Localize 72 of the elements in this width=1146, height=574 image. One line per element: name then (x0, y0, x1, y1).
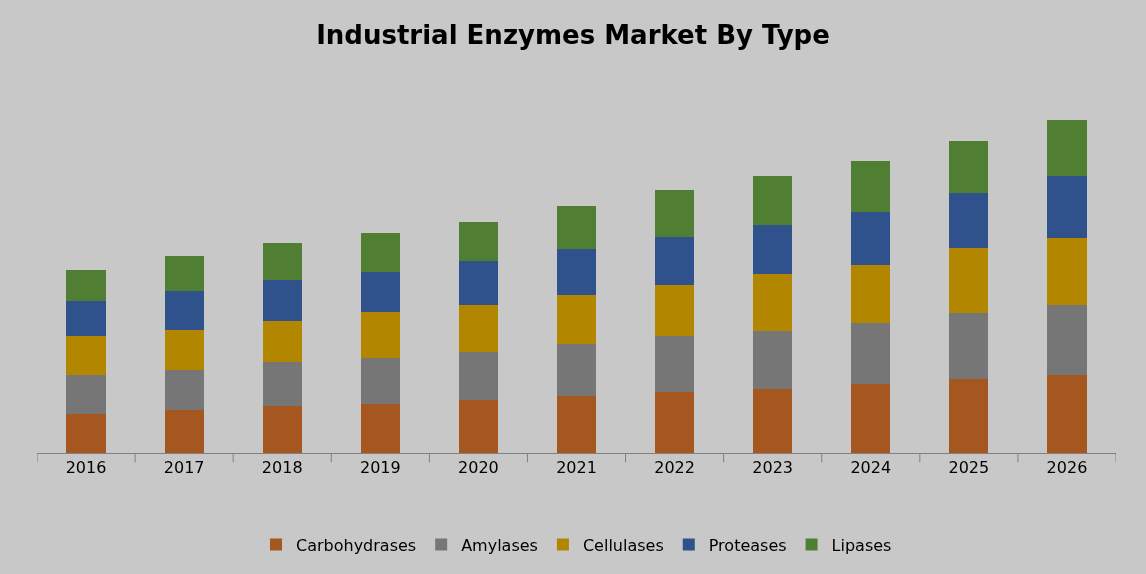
bar (458, 400, 499, 453)
bar (753, 225, 793, 274)
x-tick-label: 2022 (654, 458, 695, 478)
bar (851, 160, 891, 212)
bar (556, 206, 597, 249)
bar (458, 221, 499, 261)
bar (262, 406, 302, 453)
x-tick-label: 2017 (163, 458, 205, 478)
bar (1047, 119, 1087, 177)
bar (556, 344, 597, 396)
bar (654, 392, 695, 453)
legend-label: Carbohydrases (296, 535, 417, 555)
bar (66, 375, 106, 415)
bar (262, 242, 302, 280)
bar (1047, 305, 1087, 376)
bar (949, 140, 989, 194)
bar (949, 379, 989, 453)
legend-label: Proteases (708, 535, 787, 555)
bar (164, 370, 204, 411)
bar (458, 305, 499, 353)
bar (1047, 375, 1087, 453)
bar (66, 336, 106, 376)
legend-label: Amylases (461, 535, 538, 555)
bar (654, 236, 695, 286)
bar (66, 414, 106, 453)
bar (164, 410, 204, 453)
bar (949, 247, 989, 313)
bar (654, 189, 695, 237)
bar (654, 285, 695, 337)
bar (654, 336, 695, 393)
x-tick-label: 2021 (556, 458, 597, 478)
bar (556, 395, 597, 453)
bar (556, 248, 597, 296)
bar (753, 176, 793, 226)
bar (360, 271, 400, 313)
bar (851, 211, 891, 265)
bar (458, 260, 499, 306)
bar (851, 264, 891, 324)
bar (851, 384, 891, 453)
bar (360, 232, 400, 272)
x-tick-label: 2020 (458, 458, 499, 478)
x-tick-label: 2016 (65, 458, 107, 478)
bar (262, 279, 302, 321)
chart-title: Industrial Enzymes Market By Type (316, 20, 830, 51)
legend-label: Lipases (831, 535, 892, 555)
bar (360, 403, 400, 453)
bar (851, 323, 891, 385)
x-tick-label: 2026 (1046, 458, 1088, 478)
x-tick-label: 2024 (850, 458, 892, 478)
bar (458, 352, 499, 401)
bar (164, 291, 204, 331)
bar (360, 358, 400, 404)
bar (753, 273, 793, 331)
bar (66, 270, 106, 302)
x-tick-label: 2019 (359, 458, 401, 478)
x-tick-label: 2023 (752, 458, 794, 478)
bar (1047, 176, 1087, 239)
bar (753, 330, 793, 389)
bar (262, 320, 302, 363)
bar (753, 388, 793, 453)
x-tick-label: 2018 (261, 458, 303, 478)
bar (164, 330, 204, 371)
bar (556, 295, 597, 345)
legend-label: Cellulases (582, 535, 664, 555)
bar (949, 193, 989, 248)
bar (164, 256, 204, 292)
bar (360, 312, 400, 359)
bar (1047, 238, 1087, 306)
bar (66, 301, 106, 337)
x-tick-label: 2025 (948, 458, 990, 478)
bar (262, 362, 302, 407)
bar (949, 312, 989, 380)
